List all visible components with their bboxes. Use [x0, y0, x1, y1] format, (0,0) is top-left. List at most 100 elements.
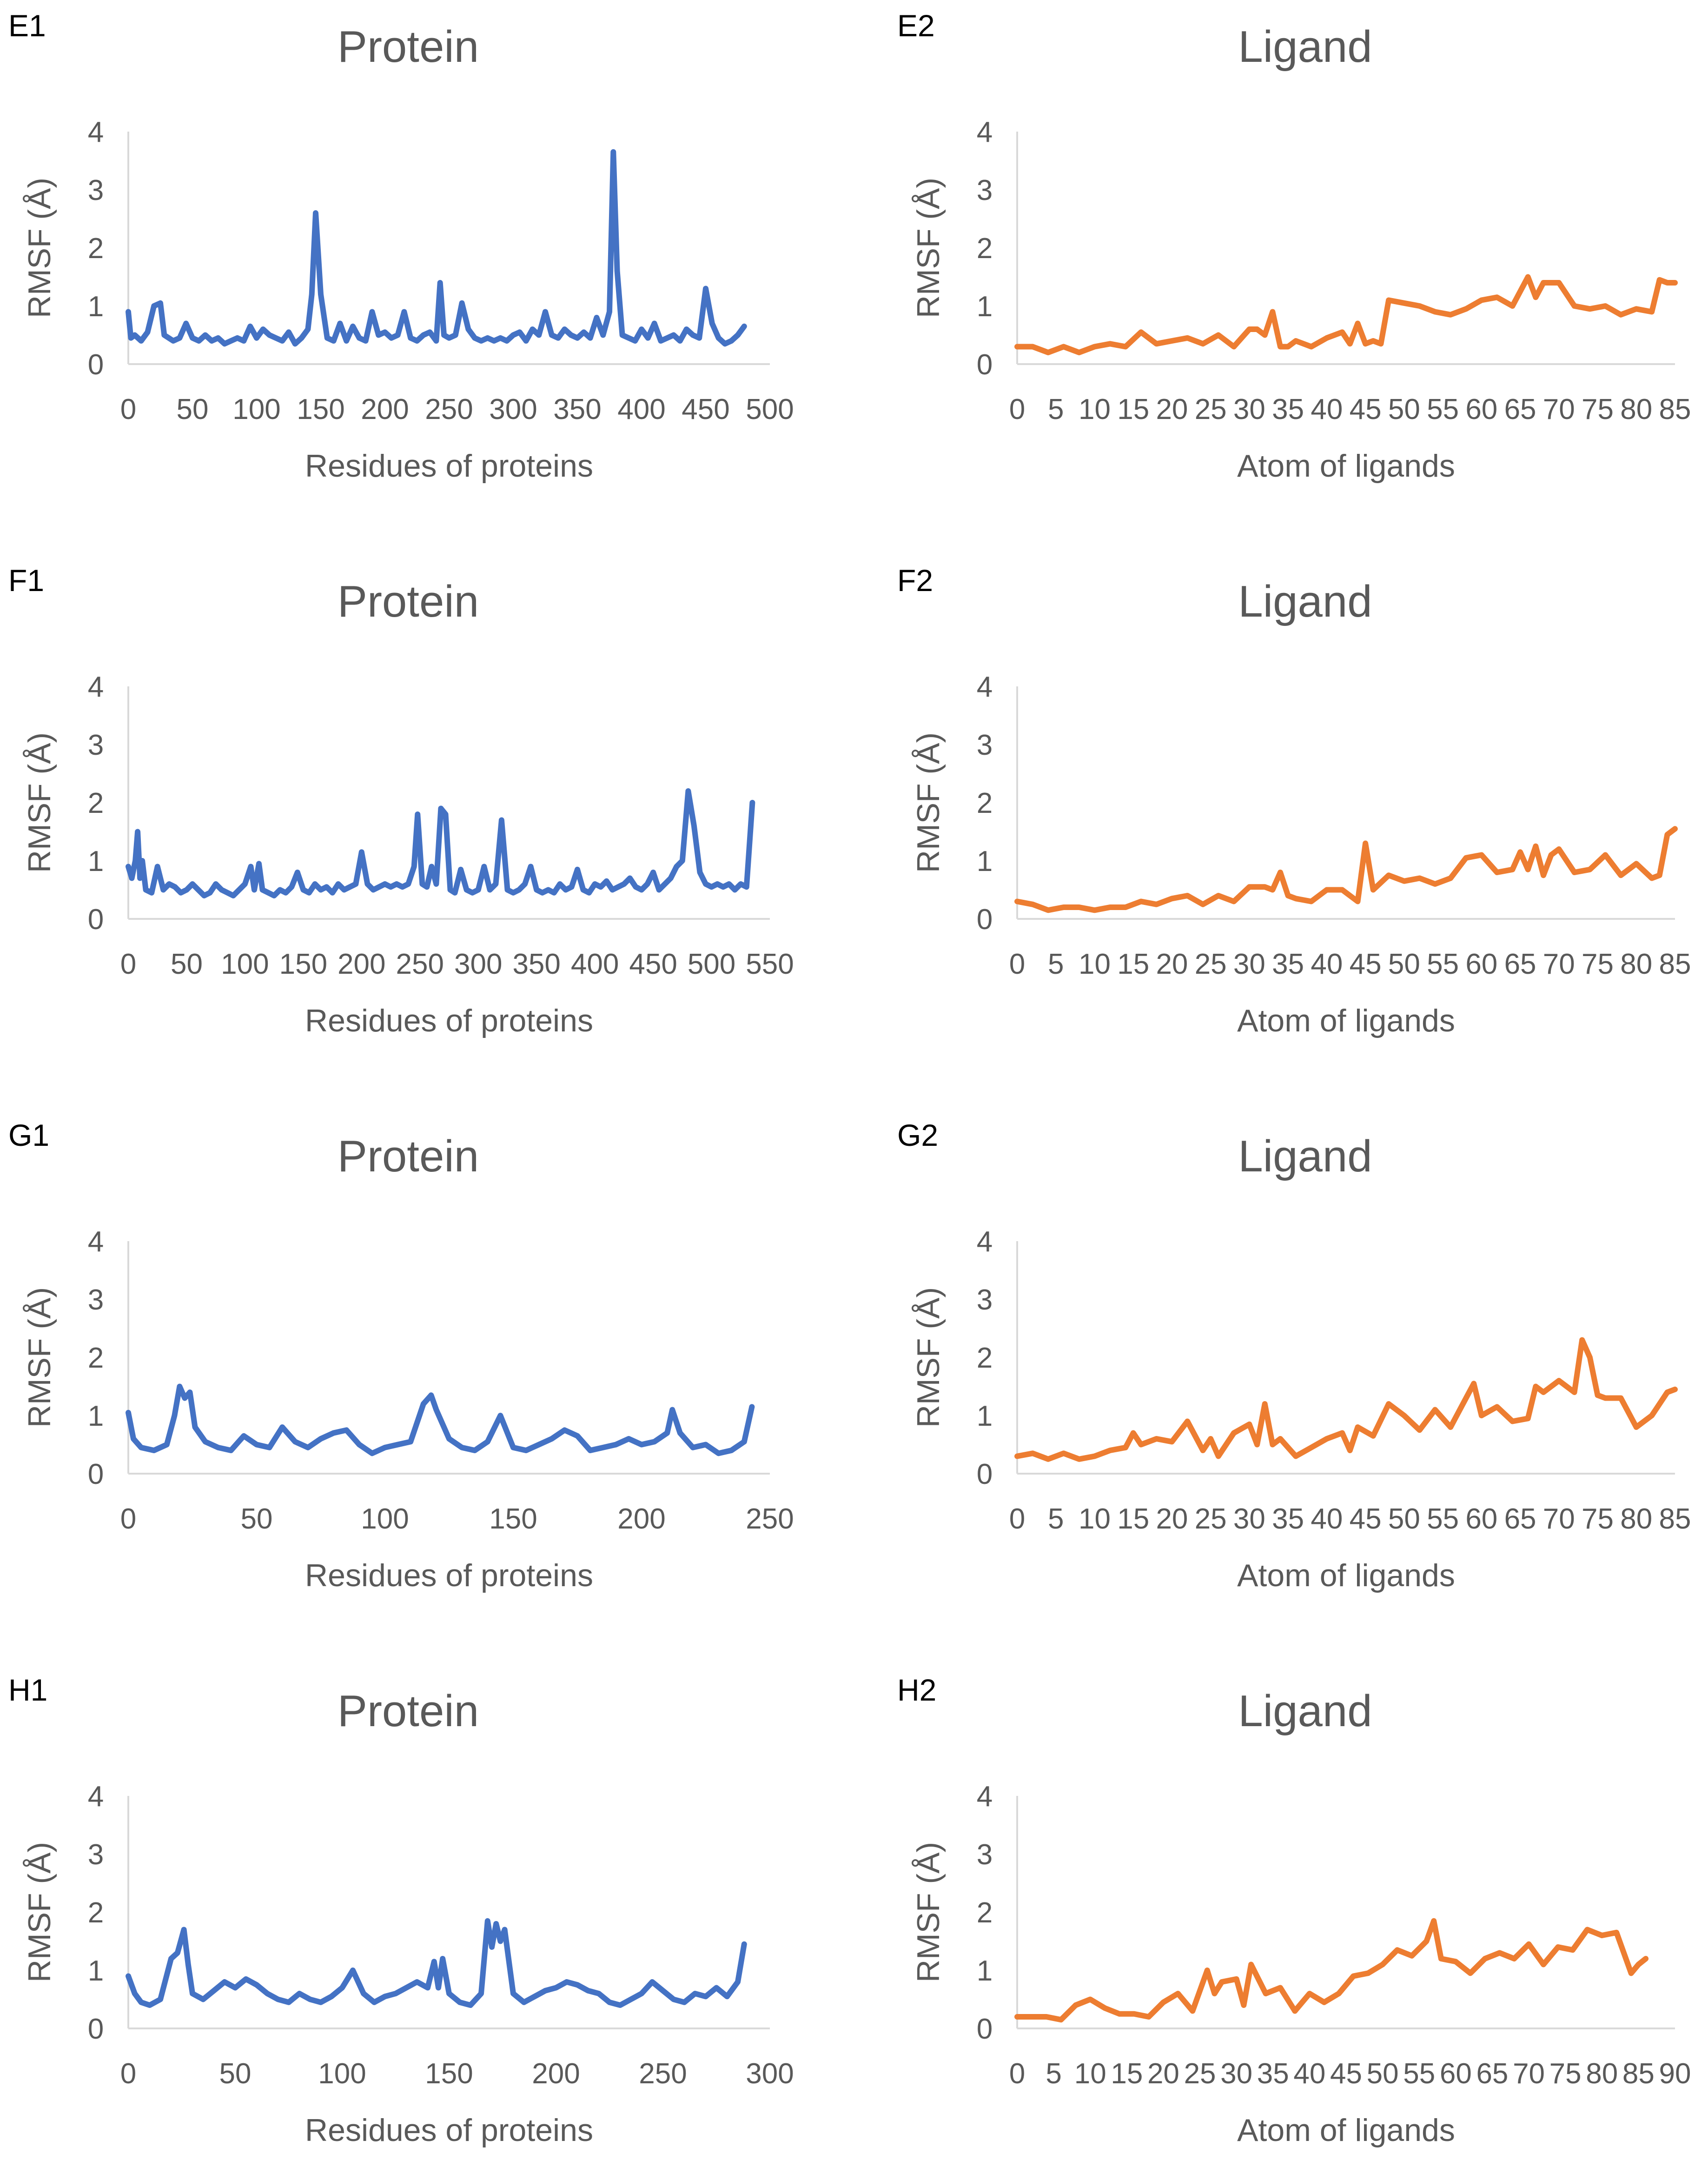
h2-x-tick-label: 65: [1476, 2058, 1508, 2090]
e1-y-tick-label: 1: [88, 291, 104, 323]
e2-x-tick-label: 10: [1079, 393, 1111, 425]
f2-y-tick-label: 4: [977, 671, 993, 703]
h1-panel-tag: H1: [8, 1673, 47, 1707]
h1-x-tick-label: 250: [639, 2058, 687, 2090]
g2-y-tick-label: 0: [977, 1458, 993, 1490]
g2-x-tick-label: 75: [1582, 1503, 1614, 1535]
g2-x-tick-label: 80: [1620, 1503, 1652, 1535]
g2-y-axis-label: RMSF (Å): [911, 1287, 946, 1428]
e2-x-tick-label: 5: [1048, 393, 1064, 425]
g2-x-tick-label: 40: [1311, 1503, 1343, 1535]
f1-y-tick-label: 1: [88, 845, 104, 877]
f1-y-tick-label: 3: [88, 729, 104, 761]
f1-x-tick-label: 300: [454, 948, 502, 980]
h1-y-tick-label: 3: [88, 1839, 104, 1871]
g2-y-tick-label: 3: [977, 1284, 993, 1316]
f1-y-tick-label: 2: [88, 787, 104, 819]
e1-x-tick-label: 500: [746, 393, 794, 425]
e1-title: Protein: [338, 22, 479, 72]
g2-x-tick-label: 20: [1156, 1503, 1188, 1535]
f2-y-tick-label: 1: [977, 845, 993, 877]
h2-x-tick-label: 15: [1111, 2058, 1143, 2090]
e1-x-tick-label: 50: [177, 393, 209, 425]
e2-x-tick-label: 70: [1543, 393, 1575, 425]
e2-x-tick-label: 85: [1659, 393, 1691, 425]
h1-x-tick-label: 150: [425, 2058, 473, 2090]
g1-y-tick-label: 0: [88, 1458, 104, 1490]
e2-x-tick-label: 30: [1233, 393, 1265, 425]
e1-y-tick-label: 3: [88, 174, 104, 206]
h2-series-line: [1014, 1918, 1649, 2023]
f1-x-tick-label: 0: [120, 948, 136, 980]
g2-y-tick-label: 4: [977, 1226, 993, 1258]
h2-panel-tag: H2: [897, 1673, 936, 1707]
h2-y-tick-label: 0: [977, 2013, 993, 2045]
h2-x-tick-label: 80: [1586, 2058, 1618, 2090]
e1-x-tick-label: 100: [232, 393, 280, 425]
e1-series-line: [126, 149, 747, 347]
g2-x-tick-label: 5: [1048, 1503, 1064, 1535]
f2-x-tick-label: 80: [1620, 948, 1652, 980]
h2-x-tick-label: 30: [1220, 2058, 1252, 2090]
f2-x-tick-label: 65: [1504, 948, 1536, 980]
f2-y-axis-label: RMSF (Å): [911, 732, 946, 873]
h2-x-tick-label: 35: [1257, 2058, 1289, 2090]
e1-x-tick-label: 250: [425, 393, 473, 425]
h1-x-tick-label: 50: [219, 2058, 252, 2090]
h2-x-tick-label: 10: [1074, 2058, 1106, 2090]
h2-y-tick-label: 4: [977, 1781, 993, 1813]
e2-y-axis-label: RMSF (Å): [911, 178, 946, 318]
g2-x-tick-label: 0: [1009, 1503, 1025, 1535]
e1-y-tick-label: 4: [88, 116, 104, 148]
g2-x-tick-label: 50: [1388, 1503, 1420, 1535]
g2-x-tick-label: 85: [1659, 1503, 1691, 1535]
h2-x-tick-label: 75: [1549, 2058, 1582, 2090]
f1-x-tick-label: 500: [688, 948, 735, 980]
e2-x-tick-label: 55: [1427, 393, 1459, 425]
f1-x-tick-label: 200: [338, 948, 385, 980]
h2-x-tick-label: 50: [1367, 2058, 1399, 2090]
h2-x-tick-label: 55: [1403, 2058, 1435, 2090]
e2-panel-tag: E2: [897, 8, 935, 43]
h1-x-tick-label: 300: [746, 2058, 794, 2090]
f2-x-tick-label: 20: [1156, 948, 1188, 980]
e2-y-tick-label: 0: [977, 349, 993, 381]
f2-x-tick-label: 15: [1117, 948, 1149, 980]
f1-series-line: [126, 788, 755, 898]
f2-y-tick-label: 3: [977, 729, 993, 761]
g2-x-tick-label: 45: [1350, 1503, 1382, 1535]
g2-series-line: [1014, 1337, 1678, 1462]
e1-x-tick-label: 350: [553, 393, 601, 425]
f2-x-tick-label: 85: [1659, 948, 1691, 980]
h2-x-tick-label: 20: [1147, 2058, 1179, 2090]
e2-series-line: [1014, 274, 1678, 355]
h1-x-tick-label: 100: [318, 2058, 366, 2090]
g1-panel-tag: G1: [8, 1118, 49, 1152]
e2-x-tick-label: 80: [1620, 393, 1652, 425]
h1-x-axis-label: Residues of proteins: [305, 2113, 593, 2148]
f1-x-tick-label: 250: [396, 948, 444, 980]
e2-x-tick-label: 45: [1350, 393, 1382, 425]
f2-x-tick-label: 5: [1048, 948, 1064, 980]
g1-y-tick-label: 1: [88, 1400, 104, 1432]
h2-x-tick-label: 90: [1659, 2058, 1691, 2090]
g1-series-line: [126, 1383, 755, 1456]
g2-x-tick-label: 70: [1543, 1503, 1575, 1535]
e2-title: Ligand: [1238, 22, 1372, 72]
f1-title: Protein: [338, 577, 479, 626]
e2-y-tick-label: 3: [977, 174, 993, 206]
h2-x-tick-label: 5: [1046, 2058, 1061, 2090]
f2-x-tick-label: 30: [1233, 948, 1265, 980]
f1-y-tick-label: 0: [88, 904, 104, 936]
g2-y-tick-label: 1: [977, 1400, 993, 1432]
f1-y-axis-label: RMSF (Å): [22, 732, 57, 873]
e1-x-tick-label: 400: [617, 393, 665, 425]
h1-y-tick-label: 4: [88, 1781, 104, 1813]
g2-x-tick-label: 55: [1427, 1503, 1459, 1535]
f2-x-tick-label: 0: [1009, 948, 1025, 980]
h2-x-tick-label: 85: [1622, 2058, 1655, 2090]
f2-x-tick-label: 55: [1427, 948, 1459, 980]
h2-x-tick-label: 25: [1184, 2058, 1216, 2090]
h1-x-tick-label: 0: [120, 2058, 136, 2090]
